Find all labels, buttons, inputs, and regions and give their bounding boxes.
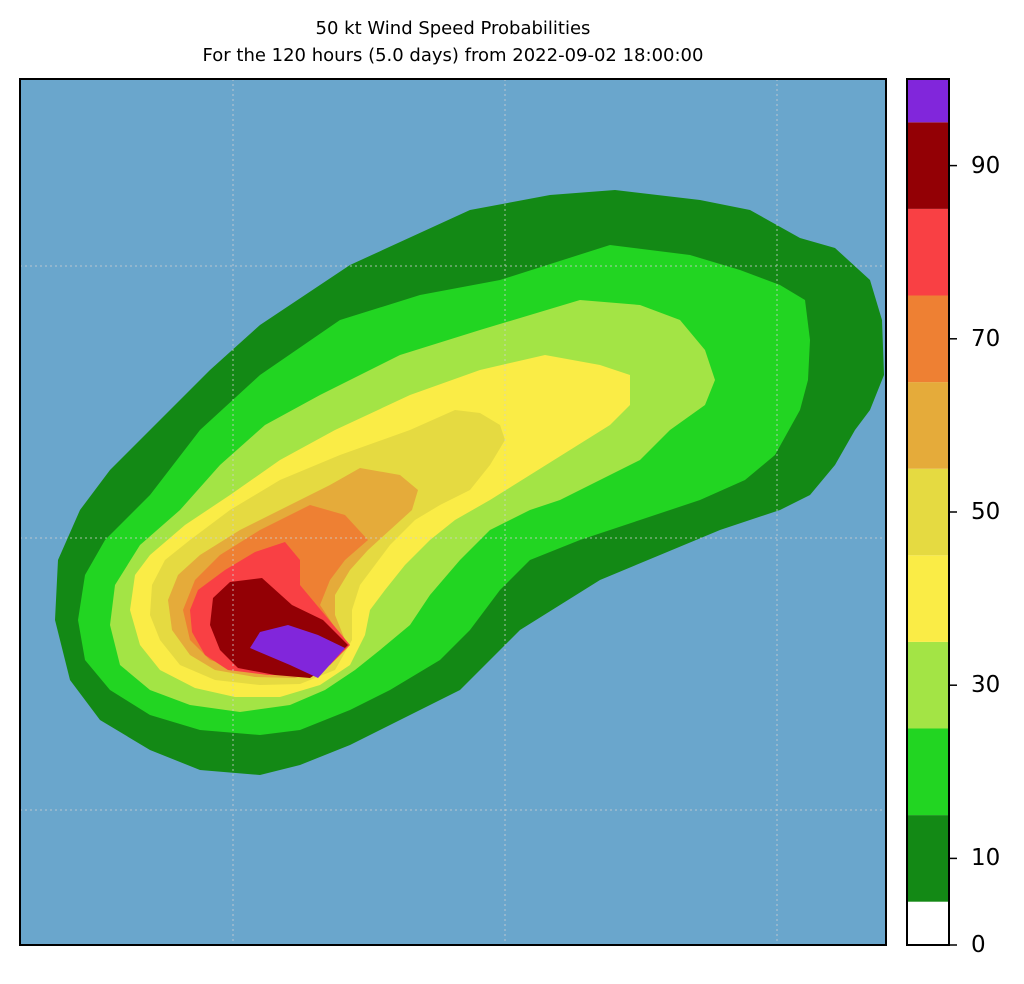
colorbar-segment bbox=[907, 295, 949, 383]
colorbar-tick-label: 10 bbox=[971, 845, 1001, 872]
colorbar-frame bbox=[906, 78, 950, 946]
colorbar-segment bbox=[907, 382, 949, 469]
colorbar-segment bbox=[907, 468, 949, 556]
colorbar bbox=[907, 79, 957, 946]
contour-band-95 bbox=[250, 625, 345, 678]
colorbar-segment bbox=[907, 79, 949, 123]
colorbar-tick-label: 90 bbox=[971, 152, 1001, 179]
colorbar-segment bbox=[907, 555, 949, 642]
colorbar-tick-label: 30 bbox=[971, 672, 1001, 699]
colorbar-tick-label: 70 bbox=[971, 325, 1001, 352]
map-title: 50 kt Wind Speed Probabilities bbox=[315, 18, 591, 39]
colorbar-segment bbox=[907, 815, 949, 902]
colorbar-segment bbox=[907, 208, 949, 296]
map-gridlines bbox=[20, 79, 886, 945]
map-subtitle: For the 120 hours (5.0 days) from 2022-0… bbox=[202, 45, 704, 66]
colorbar-tick-label: 50 bbox=[971, 499, 1001, 525]
colorbar-segment bbox=[907, 122, 949, 209]
colorbar-tick-label: 0 bbox=[971, 932, 986, 958]
colorbar-segment bbox=[907, 901, 949, 945]
colorbar-segment bbox=[907, 728, 949, 816]
colorbar-segment bbox=[907, 641, 949, 729]
map-frame bbox=[19, 78, 887, 946]
